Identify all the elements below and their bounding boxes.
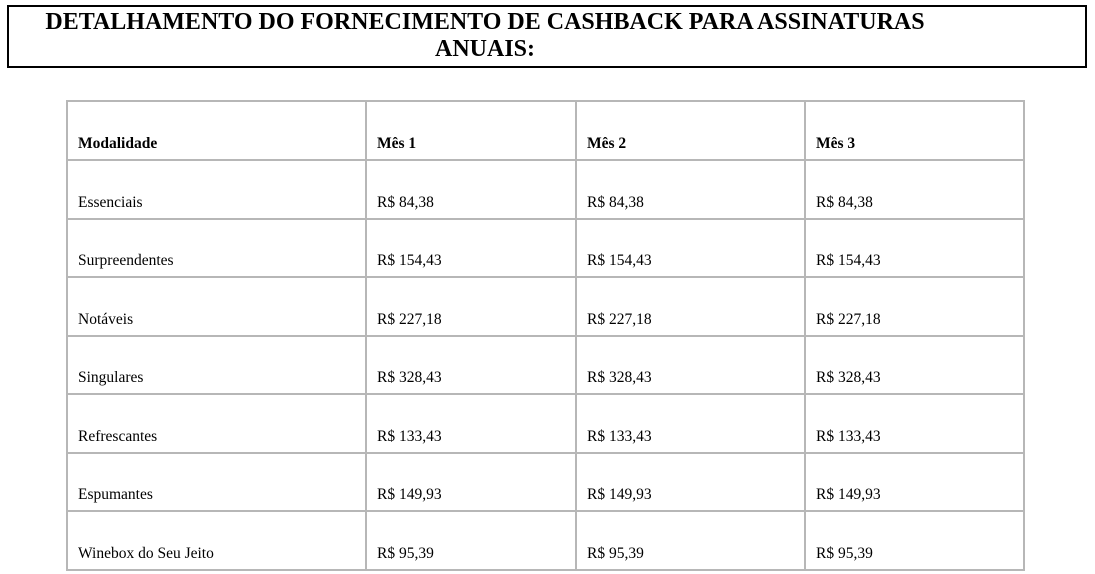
table-row-espumantes: Espumantes R$ 149,93 R$ 149,93 R$ 149,93 [66, 451, 1025, 512]
value-cell: R$ 227,18 [804, 276, 1025, 337]
value-cell: R$ 84,38 [365, 159, 577, 220]
value-cell: R$ 328,43 [575, 334, 806, 395]
modalidade-cell: Essenciais [66, 159, 367, 220]
document-title-line-1: DETALHAMENTO DO FORNECIMENTO DE CASHBACK… [45, 9, 925, 35]
title-banner: DETALHAMENTO DO FORNECIMENTO DE CASHBACK… [7, 5, 1087, 68]
value-cell: R$ 149,93 [804, 451, 1025, 512]
column-header-modalidade: Modalidade [66, 100, 367, 161]
value-cell: R$ 328,43 [365, 334, 577, 395]
modalidade-cell: Notáveis [66, 276, 367, 337]
value-cell: R$ 154,43 [575, 217, 806, 278]
table-row-refrescantes: Refrescantes R$ 133,43 R$ 133,43 R$ 133,… [66, 393, 1025, 454]
value-cell: R$ 84,38 [804, 159, 1025, 220]
column-header-mes-2: Mês 2 [575, 100, 806, 161]
modalidade-cell: Winebox do Seu Jeito [66, 510, 367, 571]
value-cell: R$ 133,43 [804, 393, 1025, 454]
table-row-singulares: Singulares R$ 328,43 R$ 328,43 R$ 328,43 [66, 334, 1025, 395]
table-row-winebox-do-seu-jeito: Winebox do Seu Jeito R$ 95,39 R$ 95,39 R… [66, 510, 1025, 571]
value-cell: R$ 95,39 [365, 510, 577, 571]
modalidade-cell: Surpreendentes [66, 217, 367, 278]
value-cell: R$ 84,38 [575, 159, 806, 220]
value-cell: R$ 133,43 [365, 393, 577, 454]
value-cell: R$ 95,39 [575, 510, 806, 571]
value-cell: R$ 328,43 [804, 334, 1025, 395]
table-header-row: Modalidade Mês 1 Mês 2 Mês 3 [66, 100, 1025, 161]
value-cell: R$ 149,93 [575, 451, 806, 512]
modalidade-cell: Singulares [66, 334, 367, 395]
column-header-mes-3: Mês 3 [804, 100, 1025, 161]
modalidade-cell: Refrescantes [66, 393, 367, 454]
column-header-mes-1: Mês 1 [365, 100, 577, 161]
value-cell: R$ 95,39 [804, 510, 1025, 571]
value-cell: R$ 133,43 [575, 393, 806, 454]
table-row-essenciais: Essenciais R$ 84,38 R$ 84,38 R$ 84,38 [66, 159, 1025, 220]
value-cell: R$ 154,43 [365, 217, 577, 278]
value-cell: R$ 149,93 [365, 451, 577, 512]
value-cell: R$ 154,43 [804, 217, 1025, 278]
value-cell: R$ 227,18 [575, 276, 806, 337]
table-row-surpreendentes: Surpreendentes R$ 154,43 R$ 154,43 R$ 15… [66, 217, 1025, 278]
table-row-notaveis: Notáveis R$ 227,18 R$ 227,18 R$ 227,18 [66, 276, 1025, 337]
document-title-line-2: ANUAIS: [434, 36, 535, 62]
value-cell: R$ 227,18 [365, 276, 577, 337]
modalidade-cell: Espumantes [66, 451, 367, 512]
cashback-table: Modalidade Mês 1 Mês 2 Mês 3 Essenciais … [66, 100, 1025, 571]
